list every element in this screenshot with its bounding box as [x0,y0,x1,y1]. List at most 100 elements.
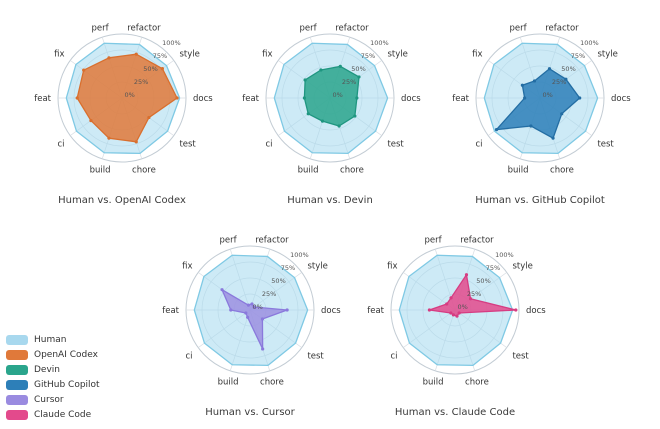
svg-text:25%: 25% [467,290,481,298]
svg-text:refactor: refactor [545,23,579,33]
svg-text:chore: chore [340,166,364,176]
svg-text:build: build [298,166,319,176]
svg-text:style: style [307,261,327,271]
svg-text:docs: docs [321,306,341,316]
svg-text:0%: 0% [543,91,553,99]
svg-text:25%: 25% [552,78,566,86]
svg-text:100%: 100% [580,39,599,47]
svg-text:test: test [307,352,324,362]
chart-human-vs-cursor: 0% 25% 50% 75% 100% docs style refactor perf fix f… [144,216,356,424]
svg-text:0%: 0% [333,91,343,99]
svg-text:build: build [90,166,111,176]
svg-text:style: style [179,49,199,59]
svg-text:build: build [423,378,444,388]
svg-text:100%: 100% [495,251,514,259]
svg-text:refactor: refactor [127,23,161,33]
chart-human-vs-openai-codex: 0% 25% 50% 75% 100% docs style refactor perf fix f… [16,4,228,212]
radar-plot-cursor: 0% 25% 50% 75% 100% docs style refactor perf fix f… [162,235,341,388]
svg-text:docs: docs [526,306,546,316]
svg-text:perf: perf [299,23,317,33]
svg-text:test: test [597,140,614,150]
svg-text:25%: 25% [134,78,148,86]
svg-text:ci: ci [58,140,65,150]
legend-label: OpenAI Codex [34,349,98,360]
svg-text:refactor: refactor [460,235,494,245]
svg-text:75%: 75% [153,52,167,60]
radar-plot-openai-codex: 0% 25% 50% 75% 100% docs style refactor perf fix f… [34,23,213,176]
svg-text:50%: 50% [143,65,157,73]
svg-text:75%: 75% [486,264,500,272]
svg-text:fix: fix [54,49,64,59]
svg-text:0%: 0% [253,303,263,311]
svg-text:perf: perf [509,23,527,33]
chart-title: Human vs. GitHub Copilot [475,195,605,206]
svg-text:75%: 75% [281,264,295,272]
svg-text:chore: chore [260,378,284,388]
legend-swatch-claude-code [6,409,28,420]
svg-text:refactor: refactor [255,235,289,245]
svg-text:100%: 100% [162,39,181,47]
svg-text:25%: 25% [342,78,356,86]
svg-text:test: test [179,140,196,150]
legend: Human OpenAI Codex Devin GitHub Copilot … [6,332,126,422]
svg-text:50%: 50% [271,277,285,285]
svg-text:perf: perf [424,235,442,245]
legend-label: Claude Code [34,409,92,420]
legend-swatch-openai-codex [6,349,28,360]
svg-text:docs: docs [193,94,213,104]
svg-text:test: test [387,140,404,150]
svg-text:ci: ci [266,140,273,150]
legend-label: Human [34,334,67,345]
svg-text:fix: fix [472,49,482,59]
svg-text:75%: 75% [361,52,375,60]
radar-plot-devin: 0% 25% 50% 75% 100% docs style refactor perf fix f… [242,23,421,176]
svg-text:feat: feat [452,94,469,104]
svg-text:50%: 50% [561,65,575,73]
legend-swatch-devin [6,364,28,375]
svg-text:docs: docs [401,94,421,104]
svg-text:docs: docs [611,94,631,104]
chart-title: Human vs. OpenAI Codex [58,195,186,206]
legend-swatch-human [6,334,28,345]
svg-text:fix: fix [182,261,192,271]
legend-item-human: Human [6,332,126,347]
svg-text:ci: ci [186,352,193,362]
legend-item-claude-code: Claude Code [6,407,126,422]
svg-text:0%: 0% [458,303,468,311]
svg-text:perf: perf [219,235,237,245]
chart-title: Human vs. Devin [287,195,373,206]
legend-item-openai-codex: OpenAI Codex [6,347,126,362]
svg-text:perf: perf [91,23,109,33]
svg-text:100%: 100% [290,251,309,259]
svg-text:chore: chore [550,166,574,176]
radar-plot-claude-code: 0% 25% 50% 75% 100% docs style refactor perf fix f… [367,235,546,388]
chart-human-vs-claude-code: 0% 25% 50% 75% 100% docs style refactor perf fix f… [349,216,561,424]
svg-text:fix: fix [262,49,272,59]
svg-text:test: test [512,352,529,362]
legend-label: Cursor [34,394,64,405]
svg-text:build: build [508,166,529,176]
radar-plot-github-copilot: 0% 25% 50% 75% 100% docs style refactor perf fix f… [452,23,631,176]
svg-text:style: style [512,261,532,271]
svg-text:ci: ci [476,140,483,150]
legend-swatch-github-copilot [6,379,28,390]
svg-text:style: style [387,49,407,59]
legend-swatch-cursor [6,394,28,405]
chart-human-vs-devin: 0% 25% 50% 75% 100% docs style refactor perf fix f… [224,4,436,212]
svg-text:chore: chore [132,166,156,176]
svg-text:chore: chore [465,378,489,388]
chart-human-vs-github-copilot: 0% 25% 50% 75% 100% docs style refactor perf fix f… [434,4,646,212]
svg-text:50%: 50% [351,65,365,73]
svg-text:ci: ci [391,352,398,362]
chart-title: Human vs. Cursor [205,407,295,418]
svg-text:style: style [597,49,617,59]
svg-text:50%: 50% [476,277,490,285]
chart-title: Human vs. Claude Code [394,407,516,418]
svg-text:75%: 75% [571,52,585,60]
svg-text:build: build [218,378,239,388]
svg-text:fix: fix [387,261,397,271]
svg-text:feat: feat [367,306,384,316]
legend-item-devin: Devin [6,362,126,377]
svg-text:100%: 100% [370,39,389,47]
